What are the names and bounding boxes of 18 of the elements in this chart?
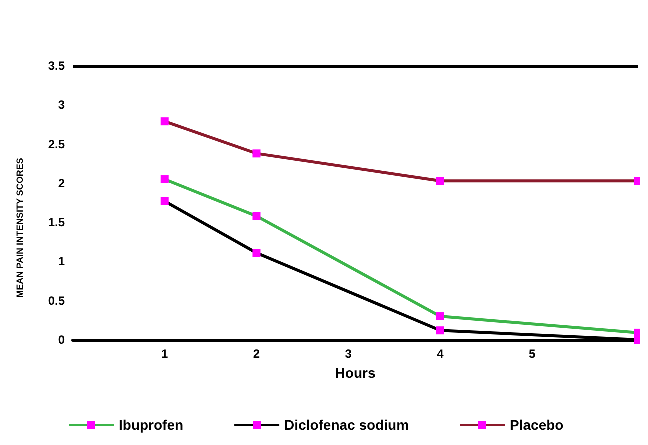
x-tick-label: 3 [345, 347, 352, 361]
x-tick-label: 2 [253, 347, 260, 361]
y-tick-label: 1.5 [48, 216, 66, 230]
x-tick-label: 4 [437, 347, 444, 361]
x-axis-title: Hours [335, 365, 376, 381]
y-tick-label: 0 [58, 333, 66, 347]
y-tick-label: 3 [58, 98, 66, 112]
y-axis-title: MEAN PAIN INTENSITY SCORES [15, 158, 25, 298]
y-tick-label: 2.5 [48, 137, 66, 152]
x-tick-label: 5 [529, 347, 536, 361]
y-tick-label: 2 [58, 176, 66, 190]
y-tick-label: 1 [58, 254, 66, 269]
legend-label: Diclofenac sodium [284, 417, 410, 433]
y-tick-label: 3.5 [48, 59, 66, 73]
legend-label: Placebo [510, 417, 564, 433]
y-tick-label: 0.5 [48, 294, 66, 308]
x-tick-label: 1 [162, 347, 169, 361]
legend-label: Ibuprofen [119, 417, 184, 433]
